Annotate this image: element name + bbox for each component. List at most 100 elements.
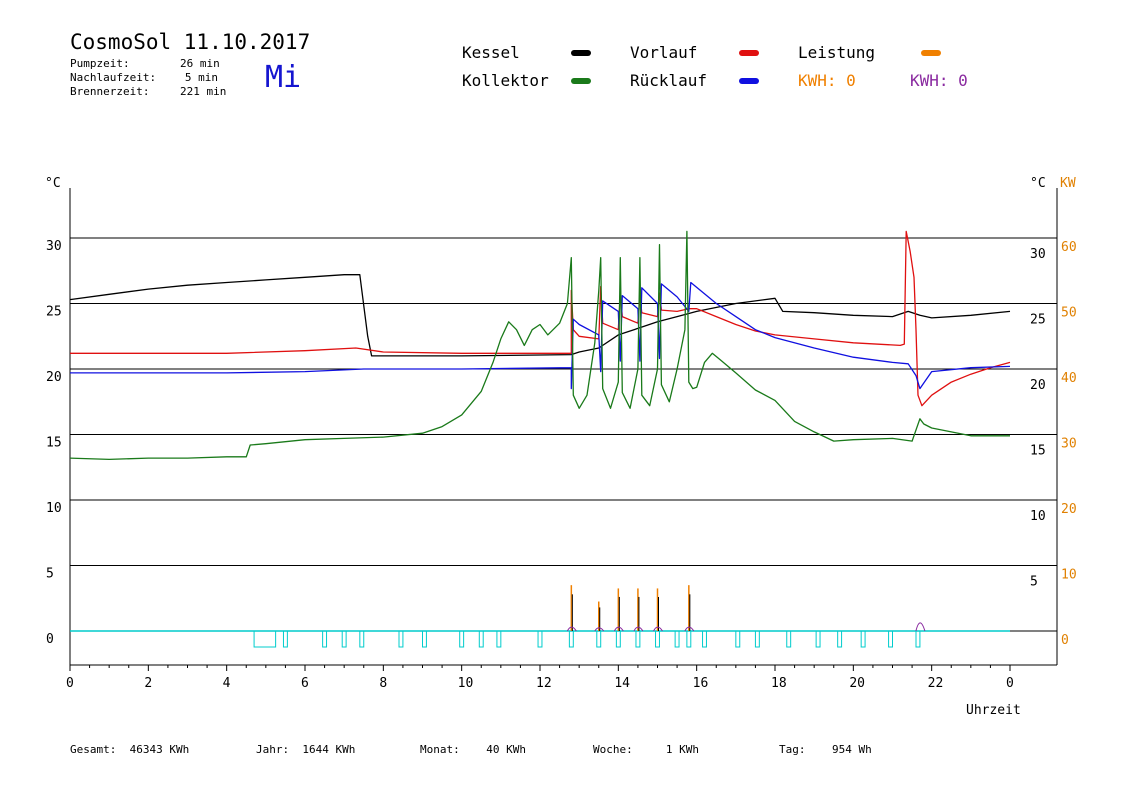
kwh2-spike xyxy=(613,626,624,632)
pump-interval xyxy=(496,630,502,648)
y-tick-right-30: 30 xyxy=(1030,247,1046,262)
x-tick-4: 8 xyxy=(379,676,387,691)
kwh2-spike xyxy=(566,626,577,632)
gesamt-value: 46343 KWh xyxy=(129,743,190,756)
y-tick-left-15: 15 xyxy=(46,436,62,451)
kwh2-spike xyxy=(915,622,926,632)
footer-tag: Tag: 954 Wh xyxy=(779,743,872,756)
pump-interval xyxy=(815,630,821,648)
y-tick-kw-30: 30 xyxy=(1061,437,1077,452)
x-tick-9: 18 xyxy=(771,676,787,691)
kwh2-spike xyxy=(653,626,663,632)
pump-interval xyxy=(837,630,843,648)
legend-ruecklauf-swatch xyxy=(739,78,759,84)
y-tick-right-15: 15 xyxy=(1030,444,1046,459)
y-tick-kw-10: 10 xyxy=(1061,568,1077,583)
y-tick-kw-50: 50 xyxy=(1061,306,1077,321)
brennerzeit-label: Brennerzeit: xyxy=(70,85,150,98)
kwh2-spike xyxy=(633,626,644,632)
pump-interval xyxy=(596,630,602,648)
pump-interval xyxy=(686,630,692,648)
jahr-label: Jahr: xyxy=(256,743,290,756)
pumpzeit-label: Pumpzeit: xyxy=(70,57,130,70)
legend-kwh-orange: KWH: 0 xyxy=(798,71,856,90)
legend-kollektor-swatch xyxy=(571,78,591,84)
nachlaufzeit-value: 5 min xyxy=(184,71,218,84)
pump-interval xyxy=(359,630,365,648)
y-tick-left-25: 25 xyxy=(46,305,62,320)
pump-interval xyxy=(398,630,404,648)
tag-value: 954 Wh xyxy=(832,743,872,756)
x-tick-8: 16 xyxy=(693,676,709,691)
y-tick-left-10: 10 xyxy=(46,501,62,516)
kwh2-spike xyxy=(594,627,605,632)
y-tick-left-30: 30 xyxy=(46,239,62,254)
pump-interval xyxy=(478,630,484,648)
series-kessel xyxy=(69,274,1011,357)
y-axis-right-label: °C xyxy=(1030,176,1046,191)
y-tick-right-5: 5 xyxy=(1030,575,1038,590)
footer-gesamt: Gesamt: 46343 KWh xyxy=(70,743,189,756)
y-tick-left-5: 5 xyxy=(46,567,54,582)
pump-interval xyxy=(459,630,465,648)
series-ruecklauf xyxy=(70,281,1011,390)
pump-interval xyxy=(422,630,427,648)
pump-interval xyxy=(341,630,347,648)
y-tick-kw-60: 60 xyxy=(1061,240,1077,255)
x-tick-3: 6 xyxy=(301,676,309,691)
pumpzeit-row: Pumpzeit: 26 min xyxy=(70,57,220,71)
y-tick-kw-40: 40 xyxy=(1061,371,1077,386)
weekday-label: Mi xyxy=(265,60,302,95)
nachlaufzeit-label: Nachlaufzeit: xyxy=(70,71,157,84)
chart-grid xyxy=(69,188,1058,671)
pump-interval xyxy=(702,630,707,648)
x-tick-10: 20 xyxy=(849,676,865,691)
chart-series xyxy=(69,230,1011,648)
legend-kessel-swatch xyxy=(571,50,591,56)
pump-interval xyxy=(754,630,760,648)
pump-interval xyxy=(735,630,741,648)
kwh2-spike xyxy=(684,626,695,632)
pumpzeit-value: 26 min xyxy=(180,57,220,70)
legend-kessel-label: Kessel xyxy=(462,43,520,62)
nachlaufzeit-row: Nachlaufzeit: 5 min xyxy=(70,71,218,85)
pump-interval xyxy=(888,630,893,648)
x-tick-7: 14 xyxy=(614,676,630,691)
y-tick-left-0: 0 xyxy=(46,632,54,647)
pump-interval xyxy=(568,630,574,648)
x-tick-12: 0 xyxy=(1006,676,1014,691)
pump-interval xyxy=(860,630,866,648)
legend-leistung-label: Leistung xyxy=(798,43,876,62)
gesamt-label: Gesamt: xyxy=(70,743,117,756)
x-tick-0: 0 xyxy=(66,676,74,691)
x-axis-label: Uhrzeit xyxy=(966,703,1021,718)
legend-ruecklauf-label: Rücklauf xyxy=(630,71,708,90)
x-tick-6: 12 xyxy=(536,676,552,691)
footer-monat: Monat: 40 KWh xyxy=(420,743,526,756)
pump-interval xyxy=(915,630,921,648)
pump-interval xyxy=(786,630,792,648)
woche-value: 1 KWh xyxy=(665,743,699,756)
pump-interval xyxy=(674,630,680,648)
y-axis-kw-label: KW xyxy=(1060,176,1076,191)
y-tick-right-20: 20 xyxy=(1030,378,1046,393)
legend-leistung-swatch xyxy=(921,50,941,56)
pump-interval xyxy=(253,630,277,648)
y-tick-left-20: 20 xyxy=(46,370,62,385)
chart-title: CosmoSol 11.10.2017 xyxy=(70,30,311,54)
y-tick-right-25: 25 xyxy=(1030,313,1046,328)
pump-interval xyxy=(322,630,328,648)
legend-kwh-purple: KWH: 0 xyxy=(910,71,968,90)
woche-label: Woche: xyxy=(593,743,633,756)
pump-interval xyxy=(537,630,543,648)
y-axis-left-label: °C xyxy=(45,176,61,191)
pump-interval xyxy=(282,630,288,648)
y-tick-kw-20: 20 xyxy=(1061,502,1077,517)
tag-label: Tag: xyxy=(779,743,806,756)
series-kollektor xyxy=(69,230,1010,461)
footer-jahr: Jahr: 1644 KWh xyxy=(256,743,355,756)
footer-woche: Woche: 1 KWh xyxy=(593,743,699,756)
jahr-value: 1644 KWh xyxy=(302,743,356,756)
